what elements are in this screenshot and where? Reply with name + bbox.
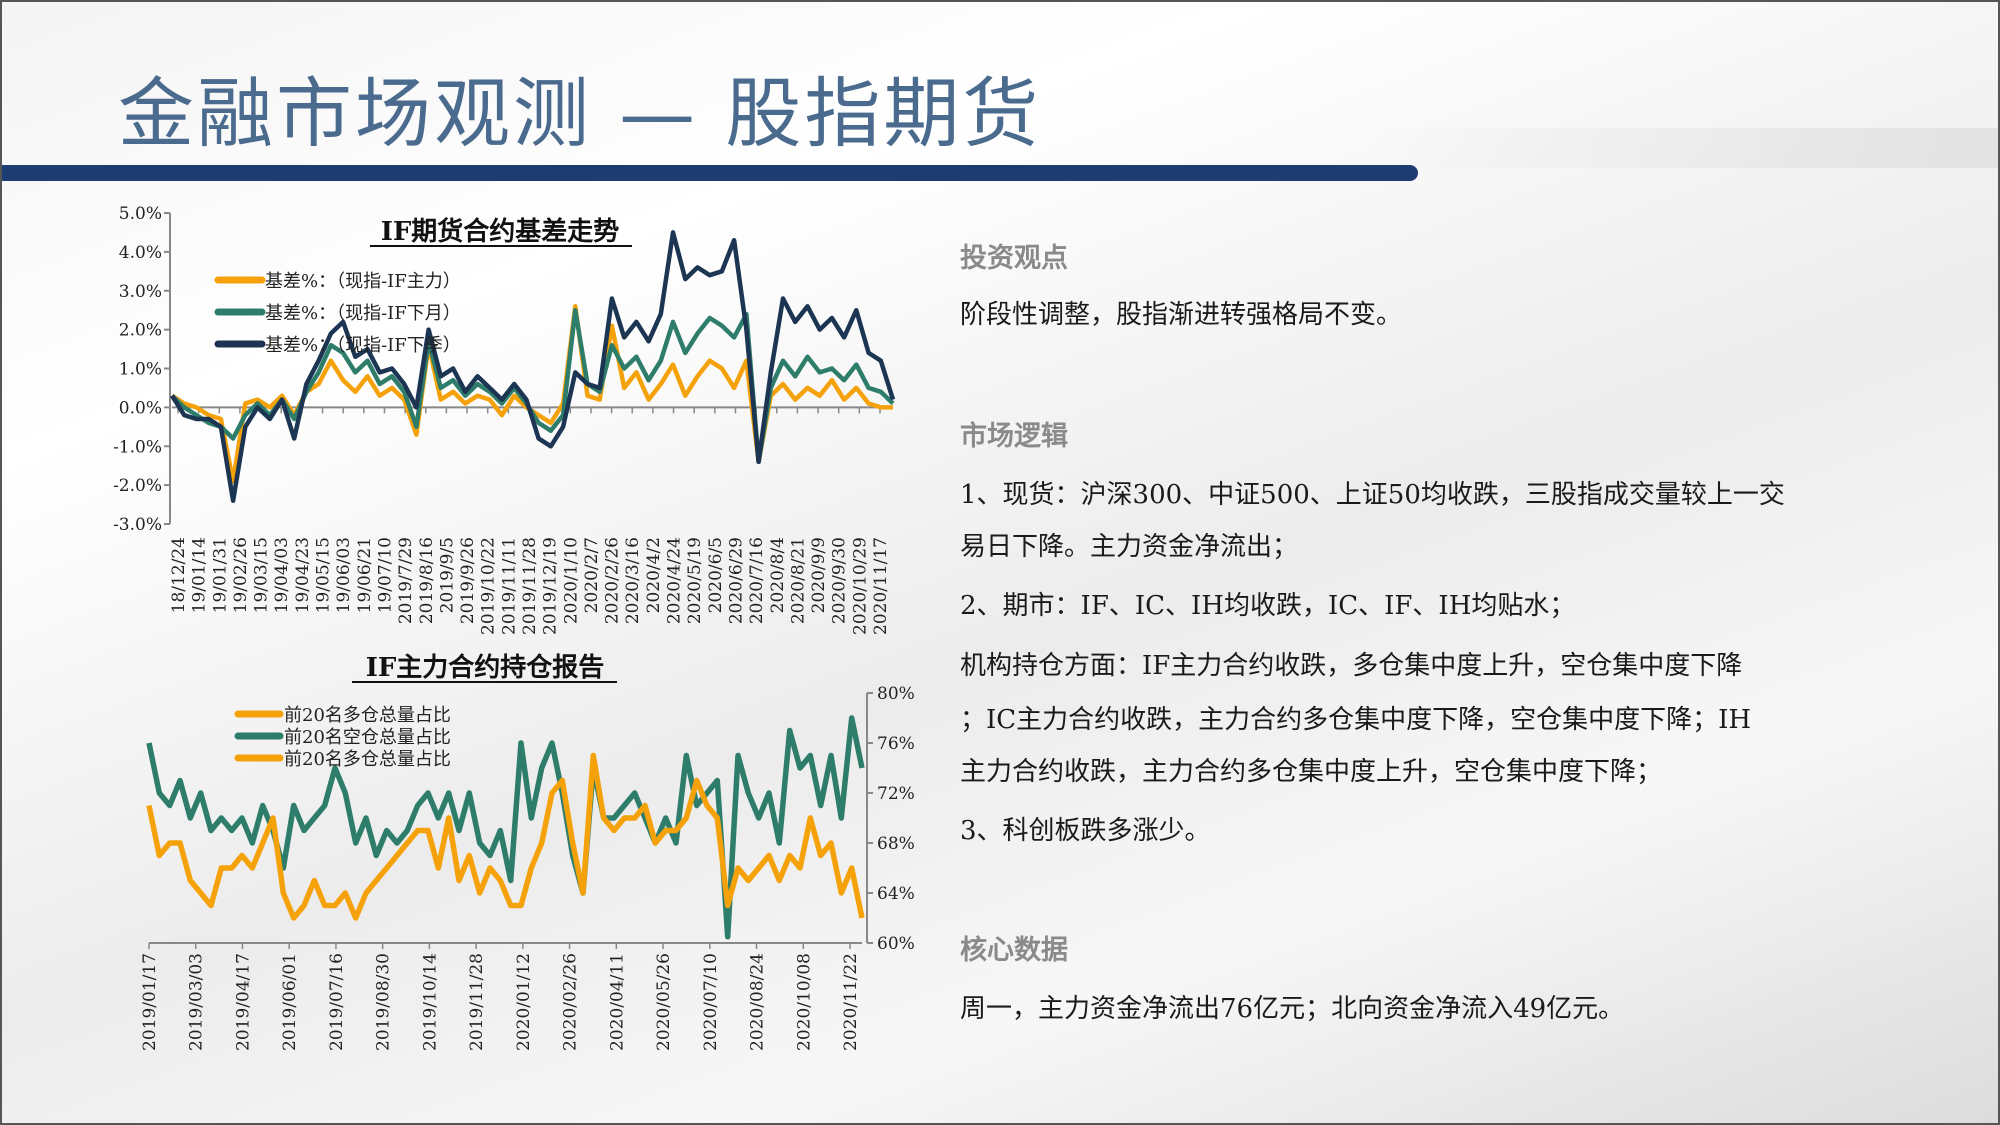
x-tick-label: 2019/08/30 (374, 953, 394, 1051)
x-tick-label: 18/12/24 (169, 537, 189, 613)
x-tick-label: 2020/6/5 (706, 537, 726, 613)
y-tick-label: 4.0% (119, 243, 162, 263)
y-tick-label: 3.0% (119, 282, 162, 302)
series-line-2 (170, 230, 896, 503)
series-line-0 (170, 304, 893, 484)
x-tick-label: 19/06/03 (334, 537, 354, 613)
x-tick-label: 2019/11/11 (499, 537, 519, 635)
x-tick-label: 2020/9/9 (809, 537, 829, 613)
y-tick-label: 0.0% (119, 398, 162, 418)
y-tick-label: 1.0% (119, 360, 162, 380)
x-tick-label: 2019/04/17 (233, 953, 253, 1051)
x-tick-label: 2019/07/16 (327, 953, 347, 1051)
x-tick-label: 19/07/10 (375, 537, 395, 613)
y-tick-label: 72% (877, 784, 915, 804)
x-tick-label: 2019/01/17 (140, 953, 160, 1051)
position-chart-title: IF主力合约持仓报告 (366, 652, 605, 683)
x-tick-label: 2020/4/24 (665, 537, 685, 624)
view-heading: 投资观点 (960, 243, 1068, 274)
x-tick-label: 2020/05/26 (654, 953, 674, 1051)
header-bar (0, 165, 1418, 181)
x-tick-label: 2020/8/4 (768, 537, 788, 613)
logic-heading: 市场逻辑 (960, 421, 1068, 452)
x-tick-label: 2019/11/28 (467, 953, 487, 1051)
x-tick-label: 2020/7/16 (747, 537, 767, 624)
x-tick-label: 19/06/21 (355, 537, 375, 613)
x-tick-label: 2020/11/22 (841, 953, 861, 1051)
legend-label: 前20名多仓总量占比 (284, 705, 451, 726)
x-tick-label: 2020/08/24 (748, 953, 768, 1051)
x-tick-label: 2019/10/14 (420, 953, 440, 1051)
x-tick-label: 19/04/03 (272, 537, 292, 613)
x-tick-label: 2019/10/22 (479, 537, 499, 635)
basis-chart-title: IF期货合约基差走势 (381, 216, 620, 247)
logic-line: 机构持仓方面：IF主力合约收跌，多仓集中度上升，空仓集中度下降 (960, 651, 1743, 681)
x-tick-label: 19/01/31 (210, 537, 230, 613)
x-tick-label: 19/05/15 (314, 537, 334, 613)
x-tick-label: 2020/2/7 (582, 537, 602, 613)
y-tick-label: -3.0% (113, 515, 162, 535)
y-tick-label: 2.0% (119, 321, 162, 341)
x-tick-label: 2020/10/29 (850, 537, 870, 635)
series-line-1 (146, 752, 865, 921)
y-tick-label: 64% (877, 884, 915, 904)
page-title: 金融市场观测 — 股指期货 (118, 69, 1042, 158)
legend-label: 基差%：（现指-IF下季） (265, 335, 461, 356)
x-tick-label: 2020/5/19 (685, 537, 705, 624)
x-tick-label: 2019/03/03 (187, 953, 207, 1051)
x-tick-label: 2020/6/29 (726, 537, 746, 624)
x-tick-label: 2019/11/28 (520, 537, 540, 635)
series-line-0 (146, 715, 865, 940)
x-tick-label: 19/04/23 (293, 537, 313, 613)
x-tick-label: 2020/1/10 (561, 537, 581, 624)
x-tick-label: 2019/9/5 (437, 537, 457, 613)
x-tick-label: 2020/02/26 (561, 953, 581, 1051)
legend-label: 基差%：（现指-IF主力） (265, 271, 461, 292)
x-tick-label: 2019/12/19 (541, 537, 561, 635)
logic-line: 2、期市：IF、IC、IH均收跌，IC、IF、IH均贴水； (960, 591, 1576, 621)
x-tick-label: 2020/11/17 (871, 537, 891, 635)
logic-line: 易日下降。主力资金净流出； (960, 532, 1299, 562)
x-tick-label: 2020/04/11 (607, 953, 627, 1051)
x-tick-label: 2019/06/01 (280, 953, 300, 1051)
legend-label: 前20名空仓总量占比 (284, 727, 451, 748)
logic-line: 3、科创板跌多涨少。 (960, 816, 1211, 846)
logic-line: 1、现货：沪深300、中证500、上证50均收跌，三股指成交量较上一交 (960, 480, 1785, 510)
x-tick-label: 2019/8/16 (417, 537, 437, 624)
legend-label: 基差%：（现指-IF下月） (265, 303, 461, 324)
y-tick-label: 68% (877, 834, 915, 854)
x-tick-label: 2020/07/10 (701, 953, 721, 1051)
header-fade (1380, 128, 2000, 168)
x-tick-label: 2020/10/08 (794, 953, 814, 1051)
position-chart: IF主力合约持仓报告 80% 76% 72% 68% 64% 60% 2019/01/17 2… (140, 652, 915, 1051)
core-text: 周一，主力资金净流出76亿元；北向资金净流入49亿元。 (960, 994, 1625, 1024)
x-tick-label: 2019/9/26 (458, 537, 478, 624)
view-text: 阶段性调整，股指渐进转强格局不变。 (960, 300, 1403, 330)
x-tick-label: 2020/01/12 (514, 953, 534, 1051)
y-tick-label: 80% (877, 684, 915, 704)
x-tick-label: 2020/2/26 (603, 537, 623, 624)
x-tick-label: 2020/4/2 (644, 537, 664, 613)
x-tick-label: 2020/8/21 (788, 537, 808, 624)
logic-line: 主力合约收跌，主力合约多仓集中度上升，空仓集中度下降； (960, 757, 1663, 787)
y-tick-label: 60% (877, 934, 915, 954)
logic-line: ；IC主力合约收跌，主力合约多仓集中度下降，空仓集中度下降；IH (960, 705, 1752, 735)
x-tick-label: 2020/3/16 (623, 537, 643, 624)
x-tick-label: 2020/9/30 (830, 537, 850, 624)
x-tick-label: 2019/7/29 (396, 537, 416, 624)
y-tick-label: -2.0% (113, 476, 162, 496)
core-heading: 核心数据 (960, 935, 1068, 966)
y-tick-label: -1.0% (113, 437, 162, 457)
x-tick-label: 19/02/26 (231, 537, 251, 613)
x-tick-label: 19/03/15 (252, 537, 272, 613)
x-tick-label: 19/01/14 (190, 537, 210, 613)
y-tick-label: 5.0% (119, 204, 162, 224)
legend-label: 前20名多仓总量占比 (284, 749, 451, 770)
y-tick-label: 76% (877, 734, 915, 754)
basis-chart: IF期货合约基差走势 5.0% 4.0% 3.0% 2.0% 1.0% 0.0% -1.0%… (113, 204, 896, 635)
